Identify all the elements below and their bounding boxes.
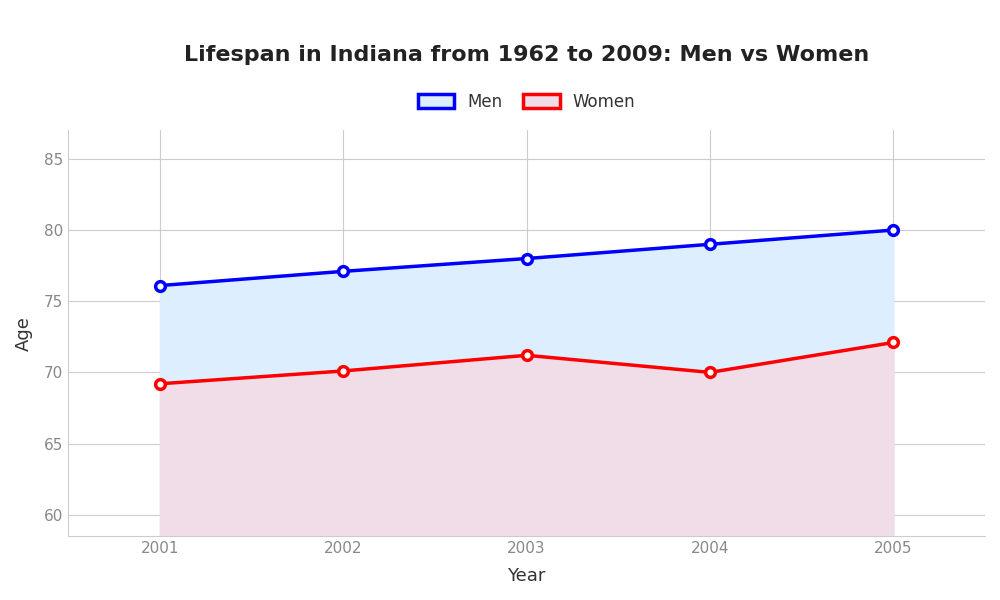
Title: Lifespan in Indiana from 1962 to 2009: Men vs Women: Lifespan in Indiana from 1962 to 2009: M…: [184, 45, 869, 65]
Legend: Men, Women: Men, Women: [411, 86, 642, 118]
X-axis label: Year: Year: [507, 567, 546, 585]
Y-axis label: Age: Age: [15, 316, 33, 350]
